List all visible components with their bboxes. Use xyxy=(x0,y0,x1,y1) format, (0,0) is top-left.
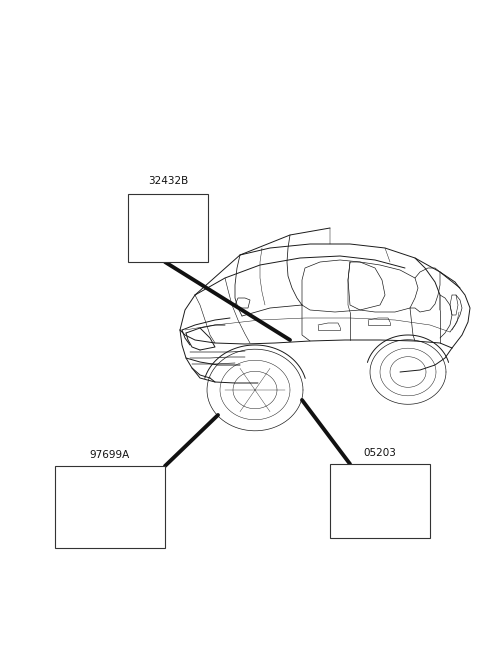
Bar xyxy=(128,194,208,262)
Text: 97699A: 97699A xyxy=(90,450,130,460)
Bar xyxy=(55,466,165,548)
Bar xyxy=(330,464,430,538)
Text: 32432B: 32432B xyxy=(148,176,188,186)
Text: 05203: 05203 xyxy=(363,448,396,458)
